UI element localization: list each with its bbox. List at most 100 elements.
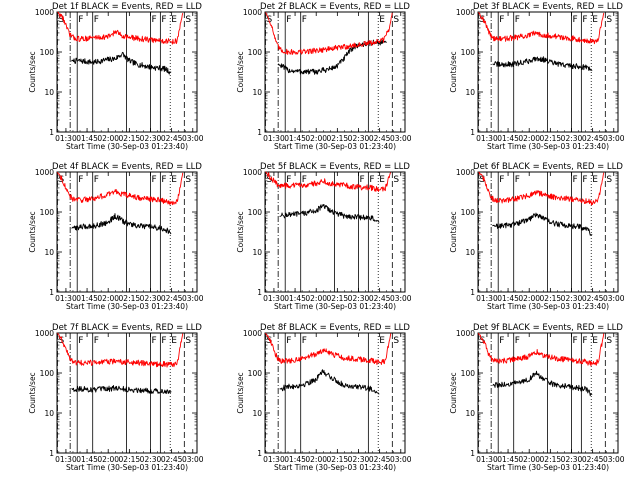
time-marker-label: E <box>171 336 177 346</box>
y-axis-label: Counts/sec <box>28 372 37 413</box>
series-line-lld <box>265 171 392 192</box>
x-tick-label: 02:15 <box>327 455 349 464</box>
y-tick-label: 100 <box>40 208 55 217</box>
series-line-lld <box>478 171 605 206</box>
x-tick-label: 02:15 <box>119 455 141 464</box>
y-tick-label: 10 <box>465 409 475 418</box>
series-line-lld <box>265 12 393 55</box>
time-marker-label: E <box>379 336 385 346</box>
series-line-events <box>279 369 380 395</box>
time-marker-label: S <box>185 175 191 185</box>
time-marker-label: F <box>515 15 520 25</box>
time-marker-label: E <box>379 175 385 185</box>
plot-frame <box>264 171 406 293</box>
x-tick-label: 02:15 <box>540 294 562 303</box>
time-marker-label: F <box>151 15 156 25</box>
x-tick-label: 03:00 <box>182 294 204 303</box>
time-marker-label: F <box>572 175 577 185</box>
plot-frame <box>264 11 406 133</box>
time-marker-label: E <box>171 15 177 25</box>
time-marker-label: F <box>161 175 166 185</box>
time-marker-label: S <box>266 15 272 25</box>
x-tick-label: 01:45 <box>497 455 519 464</box>
detector-panel: Det 6f BLACK = Events, RED = LLD 1 10 100 10… <box>449 162 625 311</box>
x-tick-label: 01:30 <box>476 294 498 303</box>
time-marker-label: F <box>302 175 307 185</box>
y-tick-label: 100 <box>248 48 263 57</box>
series-line-lld <box>478 332 605 367</box>
x-tick-label: 02:45 <box>582 294 604 303</box>
x-tick-label: 02:15 <box>540 134 562 143</box>
x-tick-label: 02:45 <box>582 455 604 464</box>
x-axis-label: Start Time (30-Sep-03 01:23:40) <box>66 302 188 311</box>
x-tick-label: 02:00 <box>518 294 540 303</box>
x-tick-label: 03:00 <box>390 455 412 464</box>
x-tick-label: 03:00 <box>603 455 625 464</box>
plot-frame <box>56 171 198 293</box>
y-tick-label: 1000 <box>456 329 475 338</box>
time-marker-label: E <box>592 175 598 185</box>
time-marker-label: S <box>393 15 399 25</box>
y-tick-label: 10 <box>252 88 262 97</box>
plot-frame <box>477 11 619 133</box>
x-tick-label: 02:45 <box>161 134 183 143</box>
x-tick-label: 01:30 <box>263 294 285 303</box>
y-tick-label: 10 <box>465 88 475 97</box>
x-tick-label: 03:00 <box>603 134 625 143</box>
time-marker-label: F <box>302 15 307 25</box>
time-marker-label: F <box>94 336 99 346</box>
y-axis-label: Counts/sec <box>449 51 458 92</box>
time-marker-label: S <box>479 336 485 346</box>
y-tick-label: 10 <box>465 248 475 257</box>
series-line-events <box>277 39 387 75</box>
x-axis-label: Start Time (30-Sep-03 01:23:40) <box>66 463 188 472</box>
time-marker-label: F <box>161 15 166 25</box>
time-marker-label: E <box>171 175 177 185</box>
time-marker-label: F <box>582 336 587 346</box>
series-line-events <box>71 385 172 395</box>
x-tick-label: 01:45 <box>497 134 519 143</box>
y-tick-label: 1 <box>257 288 262 297</box>
time-marker-label: F <box>582 15 587 25</box>
x-tick-label: 03:00 <box>182 455 204 464</box>
y-tick-label: 100 <box>248 208 263 217</box>
time-marker-label: F <box>286 336 291 346</box>
panel-title: Det 7f BLACK = Events, RED = LLD <box>52 323 202 333</box>
y-tick-label: 100 <box>248 369 263 378</box>
y-tick-label: 1 <box>470 128 475 137</box>
panel-title: Det 3f BLACK = Events, RED = LLD <box>473 2 623 12</box>
time-marker-label: S <box>185 336 191 346</box>
series-line-lld <box>57 11 184 45</box>
time-marker-label: F <box>78 336 83 346</box>
time-marker-label: S <box>606 175 612 185</box>
y-tick-label: 100 <box>40 48 55 57</box>
detector-panel: Det 9f BLACK = Events, RED = LLD 1 10 100 10… <box>449 323 625 472</box>
y-tick-label: 1 <box>257 128 262 137</box>
x-tick-label: 02:15 <box>119 294 141 303</box>
time-marker-label: S <box>606 336 612 346</box>
x-tick-label: 01:30 <box>55 294 77 303</box>
x-tick-label: 02:00 <box>305 294 327 303</box>
series-line-events <box>492 56 593 72</box>
detector-panel: Det 3f BLACK = Events, RED = LLD 1 10 100 10… <box>449 2 625 151</box>
y-tick-label: 1000 <box>35 8 54 17</box>
time-marker-label: F <box>499 175 504 185</box>
plot-frame <box>264 332 406 454</box>
time-marker-label: S <box>393 175 399 185</box>
x-tick-label: 02:00 <box>305 134 327 143</box>
x-axis-label: Start Time (30-Sep-03 01:23:40) <box>274 302 396 311</box>
x-axis-label: Start Time (30-Sep-03 01:23:40) <box>487 302 609 311</box>
x-axis-label: Start Time (30-Sep-03 01:23:40) <box>487 463 609 472</box>
series-line-events <box>492 370 593 397</box>
detector-panel: Det 8f BLACK = Events, RED = LLD 1 10 100 10… <box>236 323 412 472</box>
x-tick-label: 02:45 <box>582 134 604 143</box>
x-tick-label: 01:45 <box>284 294 306 303</box>
series-line-events <box>279 203 380 223</box>
x-tick-label: 01:45 <box>284 134 306 143</box>
plot-frame <box>477 171 619 293</box>
y-tick-label: 10 <box>44 409 54 418</box>
y-tick-label: 1000 <box>243 8 262 17</box>
x-tick-label: 02:30 <box>140 294 162 303</box>
x-tick-label: 02:45 <box>161 455 183 464</box>
panel-title: Det 8f BLACK = Events, RED = LLD <box>260 323 410 333</box>
